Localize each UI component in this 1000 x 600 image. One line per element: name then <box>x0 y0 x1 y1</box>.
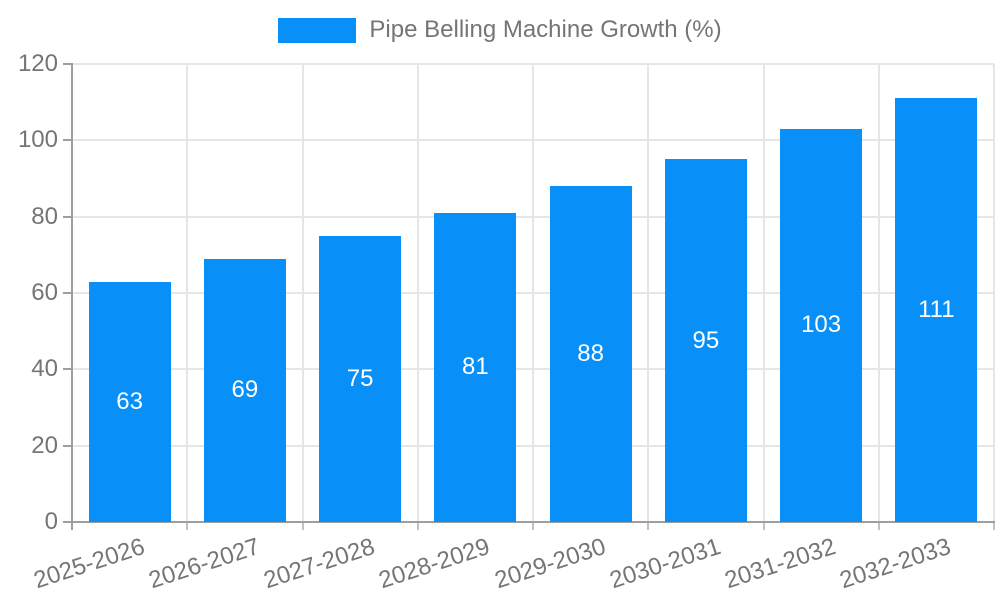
x-tick <box>301 523 304 530</box>
y-tick-label: 40 <box>31 355 58 383</box>
grid-line-v <box>877 64 880 522</box>
bar <box>203 258 286 522</box>
y-tick <box>63 521 71 523</box>
grid-line-v <box>762 64 765 522</box>
bar-value-label: 88 <box>577 340 604 368</box>
y-tick-label: 20 <box>31 431 58 459</box>
bar-value-label: 75 <box>346 364 374 392</box>
x-tick <box>647 523 650 530</box>
bar-value-label: 63 <box>116 387 143 415</box>
grid-line-v <box>993 64 995 522</box>
bar-value-label: 103 <box>801 311 842 339</box>
y-tick-label: 120 <box>17 50 58 77</box>
y-axis-line <box>71 63 73 523</box>
x-tick <box>762 523 765 530</box>
x-tick <box>993 523 995 530</box>
y-tick <box>63 215 71 218</box>
bar <box>88 281 171 522</box>
legend-swatch <box>278 17 357 43</box>
grid-line-v <box>647 64 650 522</box>
y-tick <box>63 63 71 65</box>
bar <box>895 98 978 522</box>
y-tick-label: 100 <box>17 126 58 154</box>
y-tick-label: 80 <box>31 202 58 230</box>
legend-label: Pipe Belling Machine Growth (%) <box>369 16 722 43</box>
y-tick-label: 60 <box>31 279 58 306</box>
bar <box>780 128 863 522</box>
x-tick <box>532 523 534 530</box>
y-tick-label: 0 <box>44 508 58 535</box>
bar-value-label: 95 <box>692 326 720 354</box>
bar-value-label: 69 <box>231 376 259 404</box>
x-tick <box>877 523 880 530</box>
grid-line-v <box>532 64 534 522</box>
x-tick <box>71 523 73 530</box>
legend[interactable]: Pipe Belling Machine Growth (%) <box>0 16 1000 44</box>
grid-line-v <box>186 64 189 522</box>
bar <box>434 212 517 522</box>
x-tick <box>186 523 189 530</box>
x-axis-line <box>71 521 995 523</box>
y-tick <box>63 139 71 142</box>
x-tick <box>416 523 419 530</box>
bar-value-label: 81 <box>462 353 489 381</box>
bar-value-label: 111 <box>918 296 955 324</box>
bar <box>549 186 632 522</box>
grid-line-v <box>301 64 304 522</box>
y-tick <box>63 292 71 294</box>
y-tick <box>63 444 71 447</box>
bar <box>319 235 402 522</box>
grid-line-v <box>416 64 419 522</box>
bar <box>664 159 747 522</box>
y-tick <box>63 368 71 371</box>
